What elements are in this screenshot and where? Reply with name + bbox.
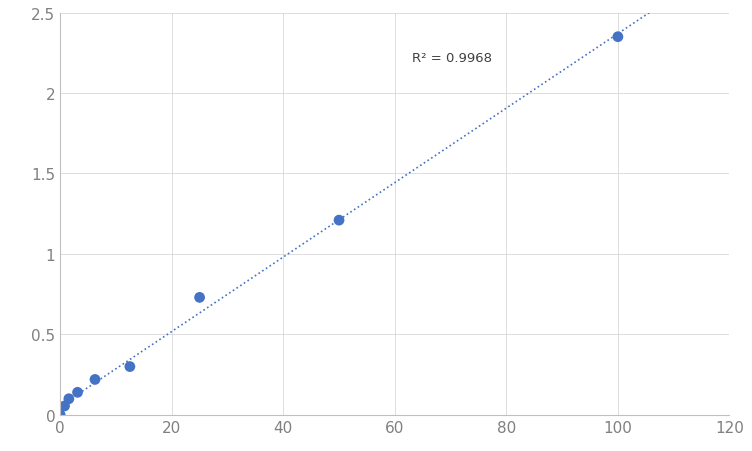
Point bbox=[54, 411, 66, 419]
Point bbox=[612, 34, 624, 41]
Point bbox=[63, 395, 75, 402]
Point bbox=[333, 217, 345, 224]
Point bbox=[124, 363, 136, 370]
Point bbox=[71, 389, 83, 396]
Text: R² = 0.9968: R² = 0.9968 bbox=[411, 52, 492, 65]
Point bbox=[89, 376, 101, 383]
Point bbox=[59, 402, 71, 410]
Point bbox=[193, 294, 205, 301]
